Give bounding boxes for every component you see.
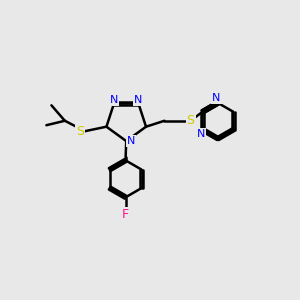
Text: N: N: [212, 94, 220, 103]
Text: N: N: [134, 95, 142, 105]
Text: N: N: [110, 95, 118, 105]
Text: N: N: [127, 136, 135, 146]
Text: F: F: [122, 208, 129, 221]
Text: S: S: [76, 125, 84, 138]
Text: S: S: [187, 114, 195, 127]
Text: N: N: [197, 129, 205, 139]
